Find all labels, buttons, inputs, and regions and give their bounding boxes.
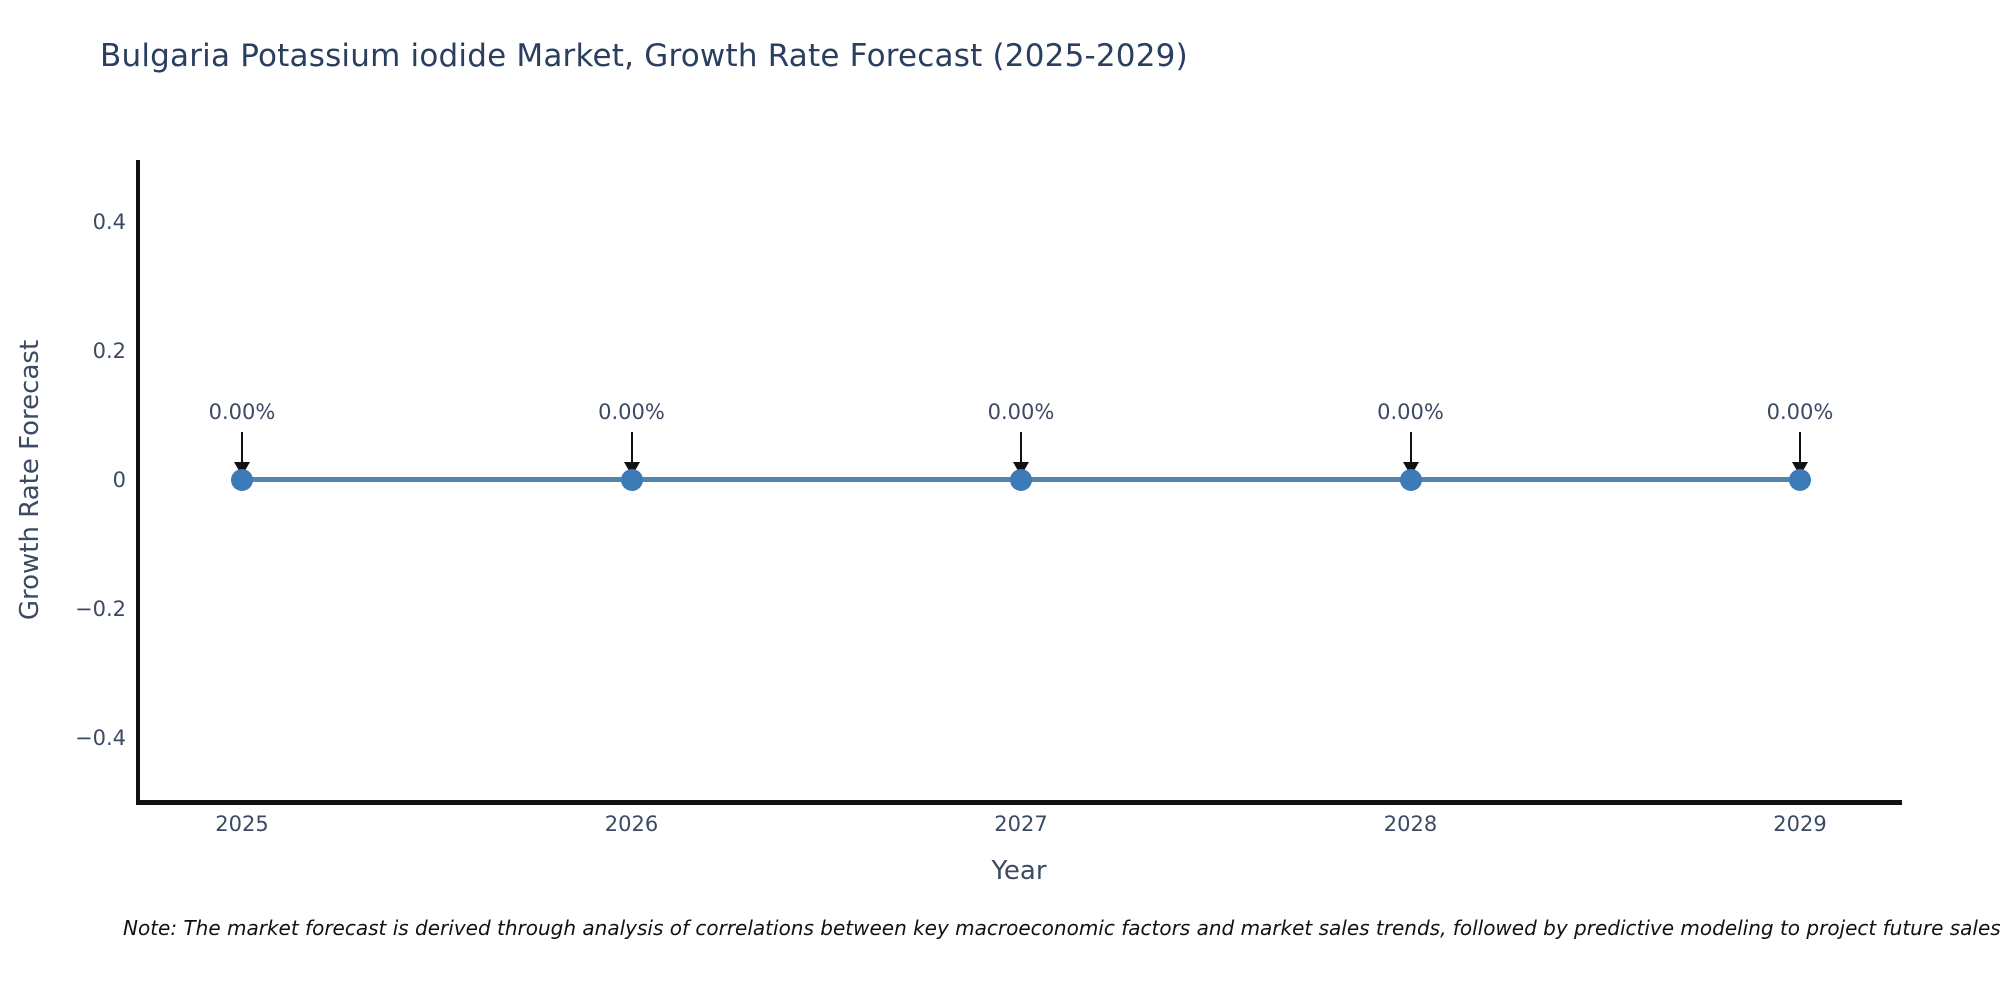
x-tick-label: 2025 (215, 812, 269, 836)
chart-title: Bulgaria Potassium iodide Market, Growth… (100, 38, 1188, 74)
y-tick-label: 0 (112, 468, 126, 492)
annotation-arrow (1409, 432, 1412, 462)
x-axis-line (136, 800, 1902, 805)
y-tick-label: 0.2 (92, 339, 126, 363)
point-annotation: 0.00% (987, 400, 1055, 424)
annotation-arrow (1799, 432, 1801, 462)
point-marker (1010, 469, 1032, 491)
x-tick-label: 2028 (1383, 812, 1438, 836)
y-tick-label: 0.4 (92, 210, 126, 234)
x-tick-label: 2029 (1773, 812, 1827, 836)
x-tick-label: 2027 (994, 812, 1048, 836)
footnote: Note: The market forecast is derived thr… (123, 916, 2000, 940)
point-marker (1399, 469, 1422, 491)
annotation-arrow (1020, 432, 1022, 462)
point-annotation: 0.00% (208, 400, 276, 424)
y-axis-line (136, 160, 140, 805)
point-annotation: 0.00% (1377, 400, 1444, 424)
point-annotation: 0.00% (598, 400, 665, 424)
y-tick-label: −0.2 (75, 597, 126, 621)
x-axis-title: Year (991, 856, 1047, 886)
y-tick-label: −0.4 (75, 726, 126, 750)
point-annotation: 0.00% (1766, 400, 1834, 424)
x-tick-label: 2026 (604, 812, 659, 836)
annotation-arrow (241, 432, 243, 462)
point-marker (620, 469, 643, 491)
point-marker (1789, 469, 1811, 491)
annotation-arrow (630, 432, 633, 462)
point-marker (231, 469, 253, 491)
